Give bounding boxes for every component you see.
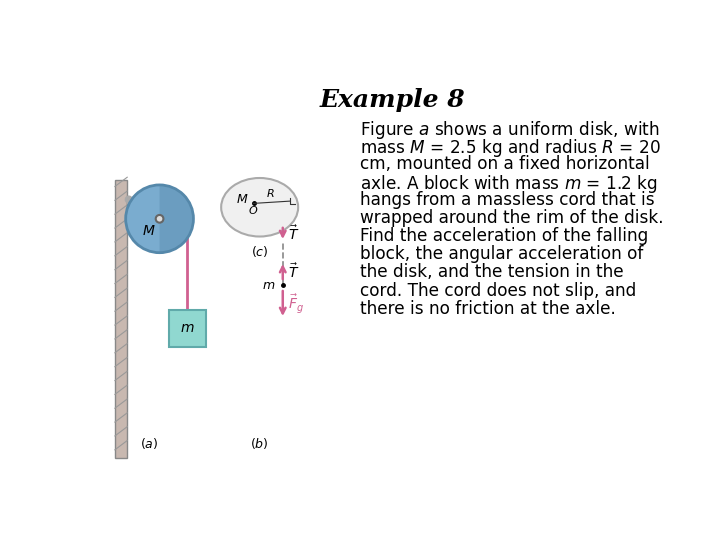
Polygon shape: [160, 185, 194, 253]
Text: $(c)$: $(c)$: [251, 244, 269, 259]
Text: mass $M$ = 2.5 kg and radius $R$ = 20: mass $M$ = 2.5 kg and radius $R$ = 20: [360, 137, 660, 159]
Text: hangs from a massless cord that is: hangs from a massless cord that is: [360, 191, 654, 209]
Text: Example 8: Example 8: [319, 88, 465, 112]
Text: cm, mounted on a fixed horizontal: cm, mounted on a fixed horizontal: [360, 155, 649, 173]
Text: $(b)$: $(b)$: [251, 436, 269, 451]
Circle shape: [156, 215, 163, 222]
Text: $m$: $m$: [180, 321, 194, 335]
Text: $R$: $R$: [266, 187, 275, 199]
Text: Find the acceleration of the falling: Find the acceleration of the falling: [360, 227, 648, 245]
Bar: [127, 200, 148, 207]
Text: Figure $a$ shows a uniform disk, with: Figure $a$ shows a uniform disk, with: [360, 119, 660, 141]
Bar: [115, 180, 127, 457]
Text: $O$: $O$: [248, 204, 258, 217]
Text: $M$: $M$: [142, 224, 156, 238]
Text: there is no friction at the axle.: there is no friction at the axle.: [360, 300, 616, 318]
Text: $\vec{F}_g$: $\vec{F}_g$: [288, 292, 304, 315]
Text: $\vec{T}$: $\vec{T}$: [288, 262, 300, 281]
Ellipse shape: [221, 178, 298, 237]
Text: $\vec{T}$: $\vec{T}$: [288, 224, 300, 243]
Text: wrapped around the rim of the disk.: wrapped around the rim of the disk.: [360, 209, 663, 227]
Text: axle. A block with mass $m$ = 1.2 kg: axle. A block with mass $m$ = 1.2 kg: [360, 173, 657, 195]
Text: the disk, and the tension in the: the disk, and the tension in the: [360, 264, 624, 281]
Text: $m$: $m$: [262, 279, 275, 292]
Bar: [168, 309, 206, 347]
Circle shape: [126, 185, 194, 253]
Text: $M$: $M$: [236, 193, 249, 206]
Text: cord. The cord does not slip, and: cord. The cord does not slip, and: [360, 281, 636, 300]
Text: block, the angular acceleration of: block, the angular acceleration of: [360, 245, 643, 264]
Text: $(a)$: $(a)$: [140, 436, 158, 451]
